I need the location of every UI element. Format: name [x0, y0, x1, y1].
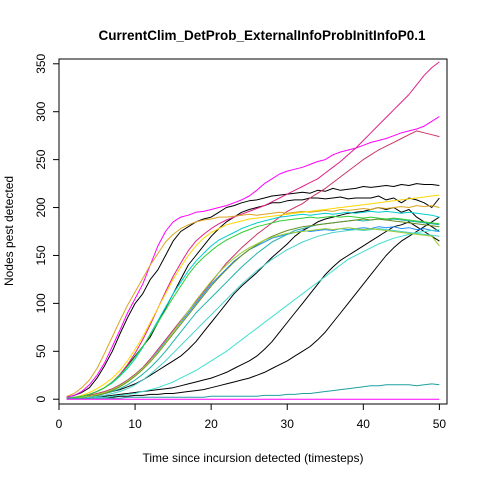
x-tick-label: 20	[204, 417, 218, 431]
y-tick-label: 150	[34, 245, 48, 265]
y-tick-label: 350	[34, 53, 48, 73]
chart-title: CurrentClim_DetProb_ExternalInfoProbInit…	[98, 28, 426, 43]
series-line-16	[66, 215, 440, 399]
series-line-11	[66, 210, 440, 399]
y-axis: 0 50 100 150 200 250 300 350	[34, 53, 59, 403]
x-tick-label: 50	[433, 417, 447, 431]
series-line-1	[66, 183, 440, 398]
series-line-7	[66, 61, 440, 399]
x-tick-label: 0	[56, 417, 63, 431]
series-line-8	[66, 130, 440, 399]
series-line-6	[66, 116, 440, 398]
y-tick-label: 250	[34, 149, 48, 169]
x-axis-label: Time since incursion detected (timesteps…	[143, 451, 364, 465]
series-line-2	[66, 195, 440, 399]
y-tick-label: 300	[34, 101, 48, 121]
series-line-14	[66, 228, 440, 399]
series-line-4	[66, 221, 440, 399]
x-tick-label: 40	[357, 417, 371, 431]
series-line-19	[66, 383, 440, 399]
x-tick-label: 10	[128, 417, 142, 431]
series-line-17	[66, 218, 440, 399]
y-tick-label: 50	[34, 344, 48, 358]
y-tick-label: 200	[34, 197, 48, 217]
y-axis-label: Nodes pest detected	[2, 176, 16, 286]
x-tick-label: 30	[281, 417, 295, 431]
series-line-5	[66, 216, 440, 399]
series-line-18	[66, 227, 440, 399]
series-line-3	[66, 207, 440, 399]
series-line-10	[66, 194, 440, 399]
series-layer	[66, 61, 440, 400]
y-tick-label: 0	[34, 396, 48, 403]
plot-frame	[58, 58, 448, 405]
x-axis: 0 10 20 30 40 50	[56, 404, 447, 431]
series-line-15	[66, 229, 440, 399]
series-line-9	[66, 205, 440, 397]
y-tick-label: 100	[34, 293, 48, 313]
